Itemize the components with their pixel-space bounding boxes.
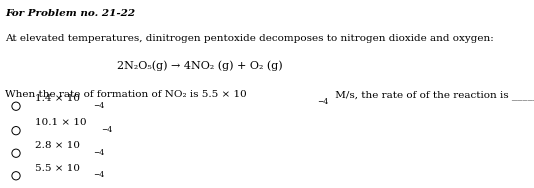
Text: 1.4 × 10: 1.4 × 10	[35, 94, 80, 103]
Text: At elevated temperatures, dinitrogen pentoxide decomposes to nitrogen dioxide an: At elevated temperatures, dinitrogen pen…	[5, 34, 494, 43]
Text: 5.5 × 10: 5.5 × 10	[35, 164, 80, 173]
Text: 2N₂O₅(g) → 4NO₂ (g) + O₂ (g): 2N₂O₅(g) → 4NO₂ (g) + O₂ (g)	[117, 60, 283, 71]
Text: −4: −4	[101, 126, 113, 134]
Text: −4: −4	[93, 102, 104, 110]
Text: 2.8 × 10: 2.8 × 10	[35, 141, 80, 150]
Text: −4: −4	[317, 98, 328, 106]
Text: When the rate of formation of NO₂ is 5.5 × 10: When the rate of formation of NO₂ is 5.5…	[5, 90, 247, 99]
Text: −4: −4	[93, 171, 104, 179]
Text: −4: −4	[317, 98, 328, 106]
Text: −4: −4	[93, 149, 104, 157]
Text: M/s, the rate of of the reaction is ________  M/s.: M/s, the rate of of the reaction is ____…	[332, 90, 534, 100]
Text: For Problem no. 21-22: For Problem no. 21-22	[5, 9, 136, 18]
Text: 10.1 × 10: 10.1 × 10	[35, 118, 87, 127]
